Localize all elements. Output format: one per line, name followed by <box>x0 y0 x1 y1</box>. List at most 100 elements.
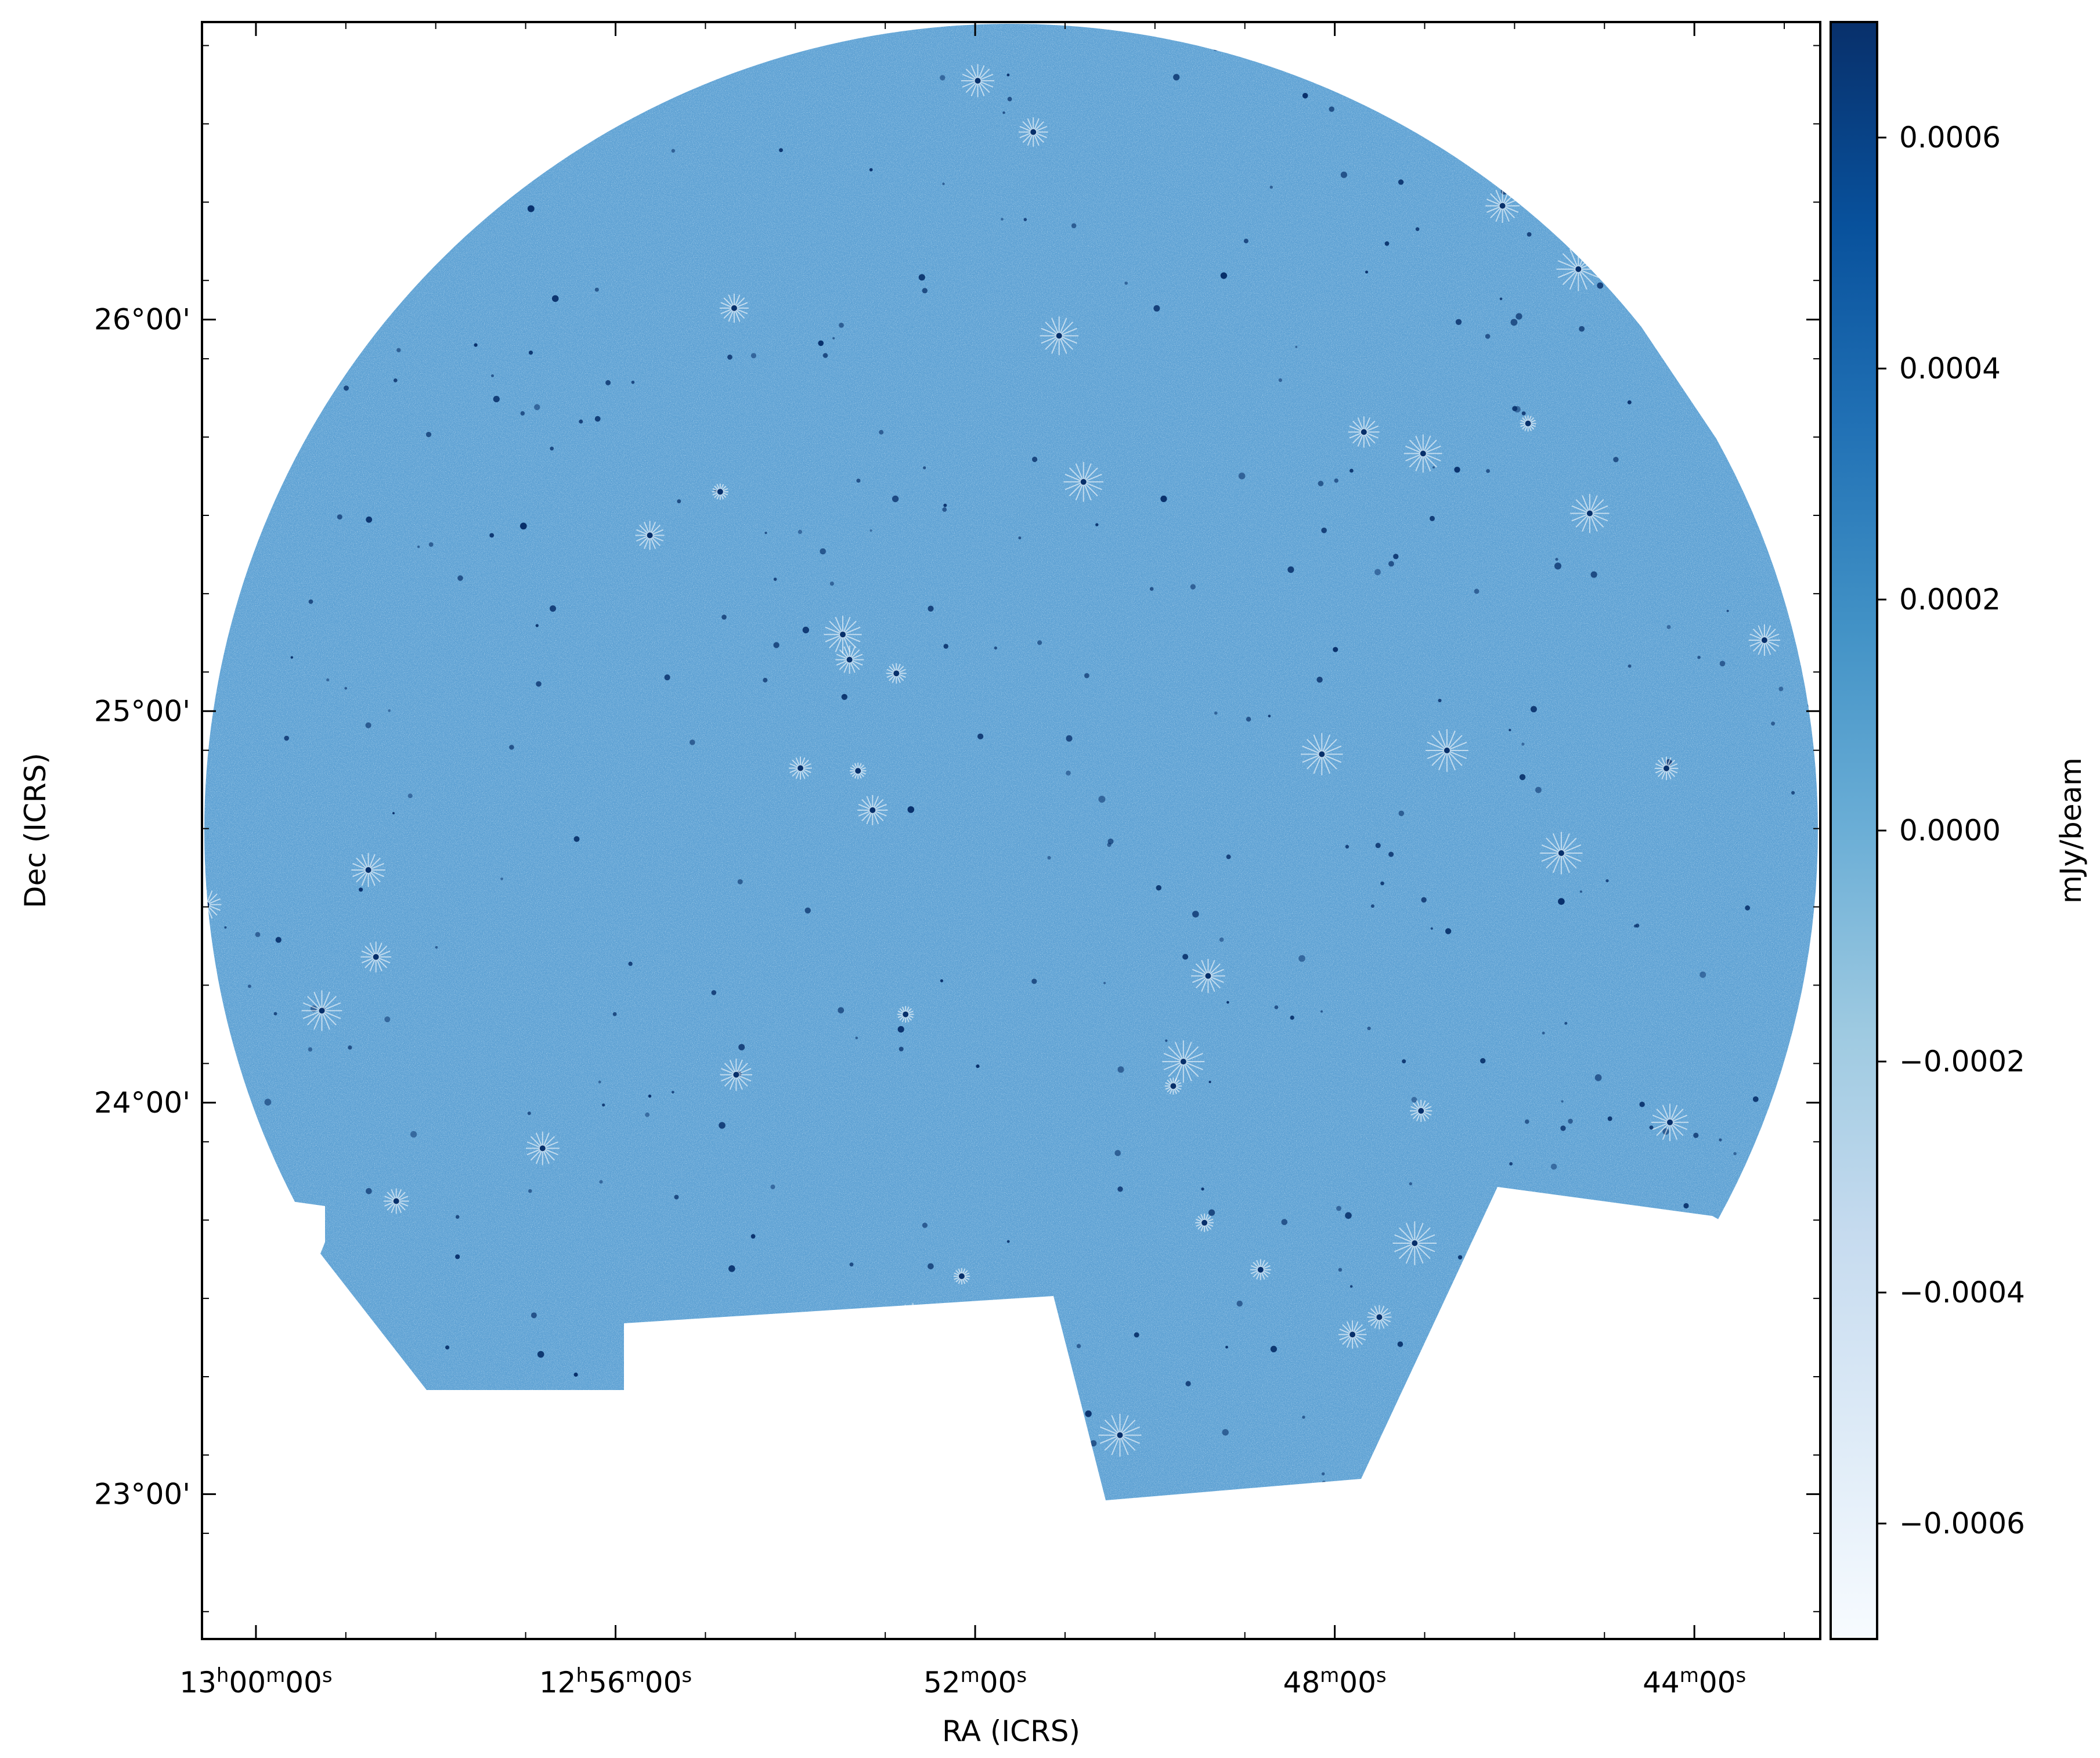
point-source <box>1031 979 1037 984</box>
point-source <box>579 419 583 424</box>
bright-source <box>824 615 862 654</box>
x-axis-ticks: 13h00m00s 12h56m00s 52m00s 48m00s 44m00s <box>179 22 1785 1699</box>
bright-source <box>1191 959 1225 993</box>
point-source <box>1554 562 1561 570</box>
point-source <box>1512 406 1518 411</box>
point-source <box>1006 1240 1010 1243</box>
point-source <box>804 907 811 914</box>
point-source <box>550 605 556 612</box>
point-source <box>1384 241 1390 246</box>
bright-source <box>1063 462 1103 502</box>
x-tick-label: 44m00s <box>1643 1664 1746 1699</box>
point-source <box>537 1351 544 1358</box>
point-source <box>1525 1119 1529 1124</box>
bright-source <box>360 941 392 973</box>
bright-source <box>1338 1320 1367 1349</box>
point-source <box>1402 1059 1406 1064</box>
point-source <box>1066 770 1071 776</box>
point-source <box>1388 851 1394 857</box>
point-source <box>1555 558 1558 561</box>
point-source <box>832 337 835 340</box>
point-source <box>1090 1440 1097 1447</box>
point-source <box>1214 711 1218 715</box>
point-source <box>1365 270 1368 274</box>
bright-source <box>1748 624 1781 656</box>
point-source <box>493 396 500 403</box>
point-source <box>1071 223 1077 229</box>
point-source <box>1338 1268 1343 1272</box>
bright-source <box>635 521 665 550</box>
point-source <box>1243 239 1249 244</box>
point-source <box>672 1091 674 1094</box>
point-source <box>750 353 756 359</box>
point-source <box>1295 345 1298 348</box>
point-source <box>1499 297 1503 301</box>
point-source <box>763 677 768 683</box>
point-source <box>1032 456 1038 463</box>
point-source <box>1107 838 1114 844</box>
point-source <box>528 351 533 355</box>
point-source <box>1375 843 1381 849</box>
colorbar-tick-label: −0.0006 <box>1899 1507 2025 1540</box>
bright-source <box>953 1268 970 1285</box>
bright-source <box>1018 117 1048 147</box>
point-source <box>1649 1125 1654 1130</box>
bright-source <box>1410 1099 1433 1122</box>
point-source <box>1519 774 1526 781</box>
point-source <box>1590 571 1597 578</box>
y-tick-label: 23°00' <box>94 1477 190 1511</box>
bright-source <box>961 64 995 98</box>
point-source <box>690 739 695 745</box>
point-source <box>1430 515 1435 521</box>
point-source <box>1165 1039 1168 1042</box>
point-source <box>764 532 767 535</box>
point-source <box>838 1007 845 1014</box>
point-source <box>527 205 535 212</box>
colorbar-tick-label: 0.0004 <box>1899 352 2001 385</box>
point-source <box>856 478 861 483</box>
point-source <box>1269 185 1273 189</box>
point-source <box>1085 1410 1092 1417</box>
point-source <box>1745 905 1751 911</box>
point-source <box>1445 928 1452 934</box>
point-source <box>1134 1332 1139 1338</box>
point-source <box>628 961 633 966</box>
x-tick-label: 48m00s <box>1283 1664 1387 1699</box>
point-source <box>928 605 934 612</box>
point-source <box>1095 523 1099 526</box>
point-source <box>1791 790 1795 795</box>
point-source <box>829 582 834 586</box>
point-source <box>392 812 395 815</box>
point-source <box>977 733 984 739</box>
point-source <box>1430 927 1433 930</box>
point-source <box>573 836 580 842</box>
point-source <box>1415 227 1420 232</box>
point-source <box>1550 1163 1557 1170</box>
point-source <box>594 287 599 292</box>
point-source <box>1474 589 1480 594</box>
point-source <box>879 429 884 435</box>
point-source <box>1018 536 1022 540</box>
point-source <box>802 626 810 634</box>
point-source <box>1697 655 1701 659</box>
point-source <box>1084 673 1089 678</box>
point-source <box>445 1345 450 1350</box>
point-source <box>1509 1162 1513 1166</box>
point-source <box>1455 319 1462 325</box>
point-source <box>388 709 391 712</box>
point-source <box>943 503 947 507</box>
point-source <box>1023 218 1027 222</box>
bright-source <box>1040 316 1079 355</box>
point-source <box>1182 954 1189 960</box>
bright-source <box>1485 189 1520 223</box>
point-source <box>798 529 802 535</box>
point-source <box>1613 457 1619 463</box>
point-source <box>1298 955 1305 962</box>
point-source <box>407 793 413 799</box>
point-source <box>1274 1005 1279 1009</box>
point-source <box>602 1103 605 1107</box>
point-source <box>1222 1429 1229 1436</box>
point-source <box>928 1263 934 1270</box>
point-source <box>366 1188 372 1194</box>
